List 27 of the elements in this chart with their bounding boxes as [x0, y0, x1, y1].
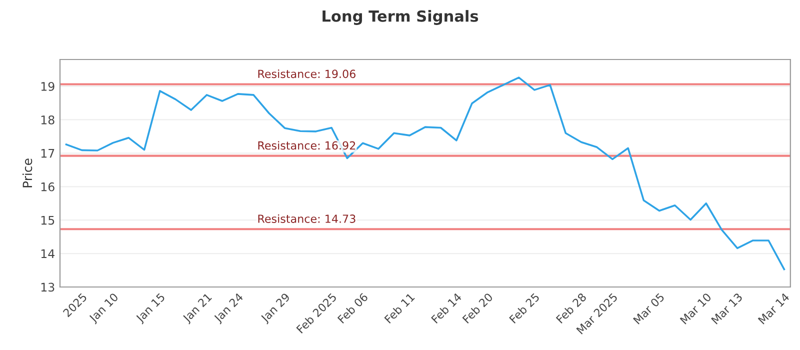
y-tick-label: 13 — [41, 282, 54, 292]
y-tick-label: 18 — [41, 115, 54, 124]
y-tick-label: 15 — [41, 216, 54, 225]
ref-line-label: Resistance: 19.06 — [258, 69, 356, 78]
ref-line-label: Resistance: 16.92 — [258, 141, 356, 150]
x-tick-label: Jan 15 — [135, 292, 167, 324]
x-tick-label: Feb 11 — [384, 292, 415, 324]
x-tick-label: Mar 05 — [632, 292, 665, 324]
y-axis-title: Price — [22, 158, 32, 188]
x-tick-label: Jan 10 — [88, 292, 120, 324]
x-tick-label: Jan 21 — [182, 292, 214, 324]
x-tick-label: Feb 14 — [430, 292, 462, 324]
y-tick-label: 17 — [41, 149, 54, 158]
x-tick-label: Mar 13 — [710, 292, 743, 324]
y-tick-label: 14 — [41, 249, 54, 258]
x-tick-label: Feb 20 — [462, 292, 494, 324]
x-tick-label: Mar 14 — [758, 292, 790, 324]
x-tick-label: Mar 10 — [680, 292, 712, 324]
x-tick-label: Feb 06 — [337, 292, 368, 324]
ref-line-label: Resistance: 14.73 — [258, 214, 356, 223]
x-tick-label: Jan 24 — [213, 292, 246, 324]
y-tick-label: 19 — [41, 82, 54, 91]
x-tick-label: Feb 25 — [508, 292, 540, 324]
y-tick-label: 16 — [41, 182, 54, 192]
line-series — [65, 76, 786, 270]
chart-title: Long Term Signals — [322, 10, 478, 25]
x-tick-label: Jan 29 — [260, 292, 292, 324]
